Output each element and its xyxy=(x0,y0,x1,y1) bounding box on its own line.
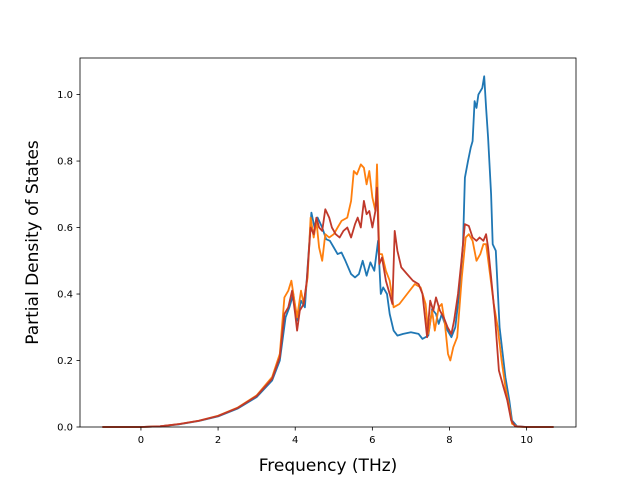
y-tick-label: 0.6 xyxy=(57,223,73,234)
y-tick-label: 0.8 xyxy=(57,157,73,168)
x-tick-label: 2 xyxy=(215,435,221,446)
y-axis-ticks: 0.0 0.2 0.4 0.6 0.8 1.0 xyxy=(57,90,80,434)
series-line-2 xyxy=(102,163,554,428)
x-tick-label: 6 xyxy=(369,435,375,446)
y-axis-label: Partial Density of States xyxy=(23,140,43,345)
y-tick-label: 0.0 xyxy=(57,423,73,434)
y-tick-label: 0.2 xyxy=(57,356,73,367)
x-tick-label: 4 xyxy=(292,435,298,446)
x-tick-label: 8 xyxy=(446,435,452,446)
y-tick-label: 1.0 xyxy=(57,90,73,101)
x-axis-ticks: 0 2 4 6 8 10 xyxy=(138,427,533,446)
series-layer xyxy=(102,75,554,428)
plot-area-frame xyxy=(79,57,577,428)
x-axis-label: Frequency (THz) xyxy=(259,456,398,476)
x-tick-label: 0 xyxy=(138,435,144,446)
y-tick-label: 0.4 xyxy=(57,290,73,301)
series-line-3 xyxy=(102,186,554,428)
x-tick-label: 10 xyxy=(520,435,533,446)
series-line-1 xyxy=(102,75,554,428)
